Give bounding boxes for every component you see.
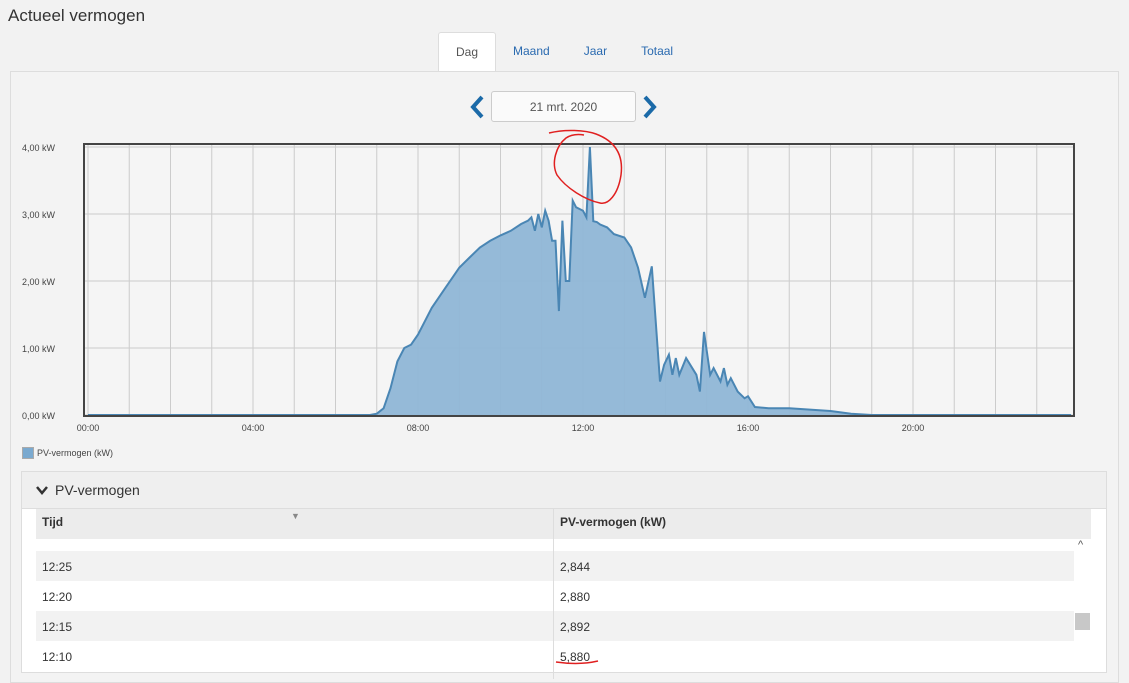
legend-label: PV-vermogen (kW) bbox=[37, 448, 114, 458]
y-tick-label: 2,00 kW bbox=[22, 277, 56, 287]
x-tick-label: 00:00 bbox=[77, 423, 100, 433]
cell-value: 2,880 bbox=[560, 590, 591, 604]
chevron-down-icon bbox=[36, 482, 48, 498]
page-title: Actueel vermogen bbox=[8, 6, 146, 25]
sort-desc-icon: ▼ bbox=[291, 511, 300, 521]
pv-table-section: PV-vermogen Tijd ▼ PV-vermogen (kW) 12:2… bbox=[21, 471, 1107, 679]
chart-legend[interactable]: PV-vermogen (kW) bbox=[22, 447, 113, 459]
tab-totaal[interactable]: Totaal bbox=[641, 44, 674, 58]
tab-jaar[interactable]: Jaar bbox=[583, 44, 608, 58]
y-tick-label: 3,00 kW bbox=[22, 210, 56, 220]
scroll-up-icon[interactable]: ^ bbox=[1078, 539, 1084, 551]
y-tick-label: 4,00 kW bbox=[22, 143, 56, 153]
cell-time: 12:10 bbox=[42, 650, 73, 664]
table-header: Tijd ▼ PV-vermogen (kW) bbox=[36, 509, 1091, 539]
chevron-right-icon[interactable] bbox=[639, 92, 661, 122]
cell-time: 12:25 bbox=[42, 560, 73, 574]
table-row: 12:25 2,844 bbox=[36, 551, 1074, 581]
x-tick-label: 20:00 bbox=[902, 423, 925, 433]
power-chart: 0,00 kW 1,00 kW 2,00 kW 3,00 kW 4,00 kW 00:00… bbox=[22, 143, 1075, 433]
cell-value: 2,844 bbox=[560, 560, 591, 574]
cell-value: 2,892 bbox=[560, 620, 591, 634]
x-tick-label: 16:00 bbox=[737, 423, 760, 433]
table-row: 12:15 2,892 bbox=[36, 611, 1074, 641]
table-row: 12:20 2,880 bbox=[36, 581, 1074, 611]
tab-maand[interactable]: Maand bbox=[513, 44, 550, 58]
cell-time: 12:15 bbox=[42, 620, 73, 634]
section-toggle[interactable]: PV-vermogen bbox=[22, 472, 1106, 509]
tab-dag[interactable]: Dag bbox=[438, 32, 497, 71]
table-row-partial bbox=[36, 539, 1074, 551]
table-scrollbar[interactable]: ^ bbox=[1075, 539, 1091, 679]
period-tabs: Dag Maand Jaar Totaal bbox=[438, 32, 690, 71]
column-divider bbox=[553, 509, 554, 679]
section-title: PV-vermogen bbox=[55, 482, 140, 498]
date-picker[interactable]: 21 mrt. 2020 bbox=[491, 91, 636, 122]
date-navigator: 21 mrt. 2020 bbox=[466, 91, 661, 122]
series-area bbox=[88, 147, 1072, 415]
x-tick-label: 12:00 bbox=[572, 423, 595, 433]
x-tick-label: 08:00 bbox=[407, 423, 430, 433]
cell-value: 5,880 bbox=[560, 650, 591, 664]
y-tick-label: 0,00 kW bbox=[22, 411, 56, 421]
y-tick-label: 1,00 kW bbox=[22, 344, 56, 354]
cell-time: 12:20 bbox=[42, 590, 73, 604]
legend-swatch bbox=[22, 447, 34, 459]
x-tick-label: 04:00 bbox=[242, 423, 265, 433]
table-row: 12:10 5,880 bbox=[36, 641, 1074, 671]
column-header-pv[interactable]: PV-vermogen (kW) bbox=[560, 515, 667, 529]
scrollbar-thumb[interactable] bbox=[1075, 613, 1090, 630]
table-body: 12:25 2,844 12:20 2,880 12:15 2,892 12:10 5,… bbox=[36, 539, 1074, 671]
column-header-tijd[interactable]: Tijd bbox=[42, 515, 64, 529]
chevron-left-icon[interactable] bbox=[466, 92, 488, 122]
